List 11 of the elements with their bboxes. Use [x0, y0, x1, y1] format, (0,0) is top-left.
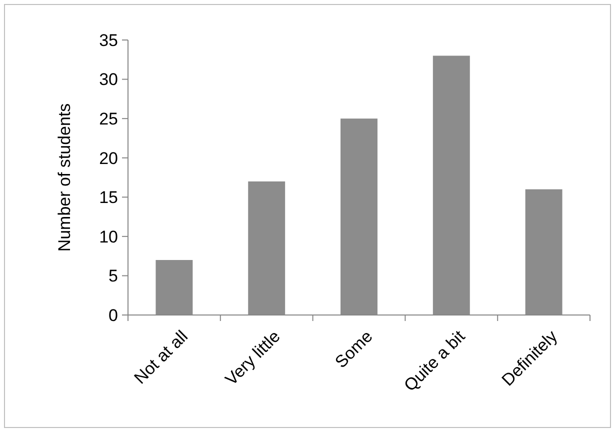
y-tick-label: 35 [99, 30, 118, 50]
y-tick-label: 10 [99, 227, 118, 246]
x-tick-label: Very little [222, 326, 284, 390]
y-tick-label: 20 [99, 148, 118, 168]
y-tick-label: 25 [99, 110, 118, 129]
y-tick-label: 15 [99, 188, 118, 208]
y-tick-label: 30 [99, 70, 118, 90]
y-axis-title: Number of students [55, 103, 74, 252]
y-tick-label: 5 [108, 266, 118, 286]
x-tick-label: Not at all [130, 326, 192, 388]
y-tick-label: 0 [108, 306, 118, 325]
